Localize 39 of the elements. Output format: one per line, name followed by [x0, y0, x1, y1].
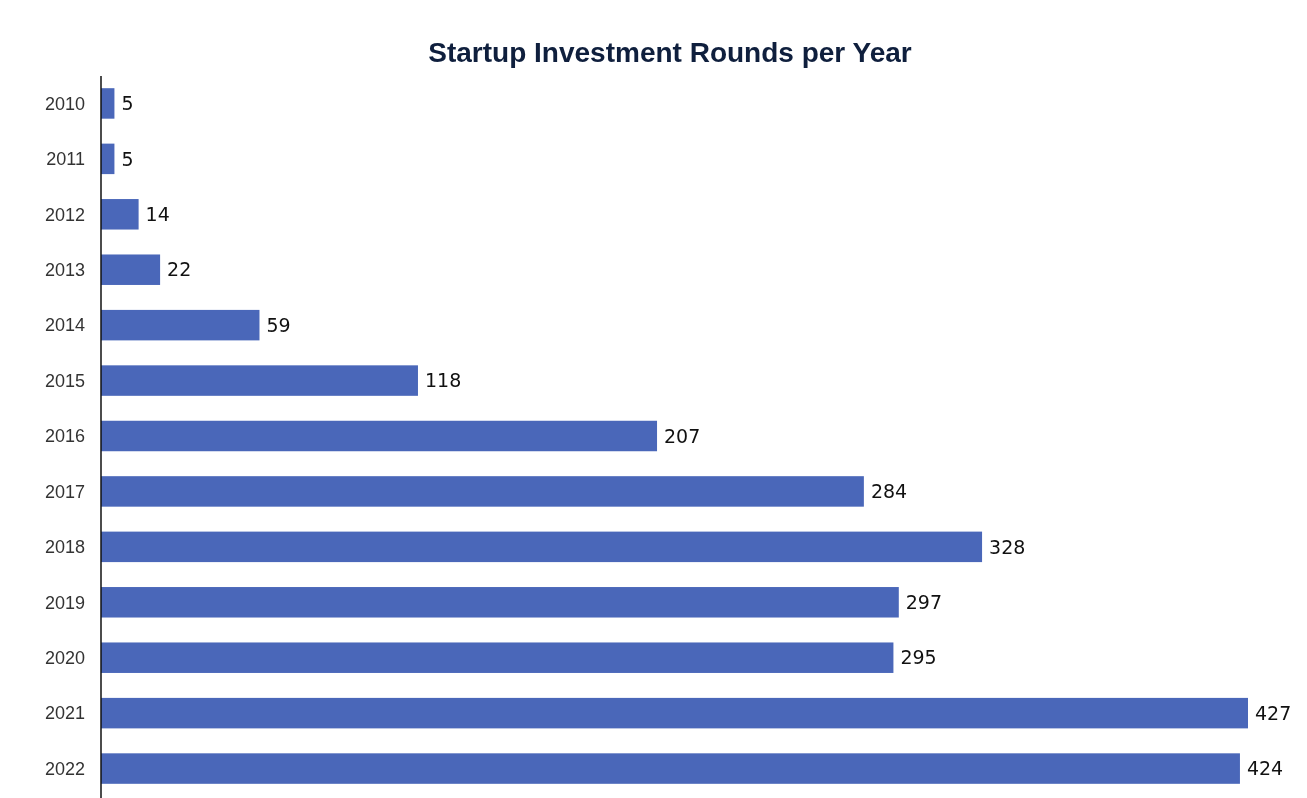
y-tick-label: 2010 [44, 93, 85, 114]
data-label: 284 [870, 480, 908, 503]
bar [101, 365, 418, 396]
data-label: 207 [664, 424, 701, 447]
bar [101, 476, 864, 507]
y-tick-label: 2022 [44, 758, 85, 779]
bar [101, 420, 658, 452]
data-label: 118 [424, 369, 462, 392]
bar [101, 642, 894, 673]
bar [101, 753, 1240, 784]
bar [101, 531, 983, 563]
bar [101, 199, 139, 230]
data-label: 427 [1255, 701, 1292, 724]
bar [101, 88, 115, 119]
y-tick-label: 2011 [46, 149, 85, 170]
bar [101, 587, 899, 618]
y-tick-label: 2012 [44, 204, 85, 225]
data-label: 59 [266, 313, 291, 336]
y-tick-label: 2013 [44, 260, 85, 281]
chart-title: Startup Investment Rounds per Year [428, 37, 912, 68]
y-tick-label: 2018 [44, 537, 85, 558]
data-label: 22 [167, 258, 192, 281]
y-tick-label: 2015 [44, 370, 85, 391]
y-tick-label: 2020 [44, 648, 85, 669]
data-label: 328 [989, 535, 1026, 558]
data-label: 424 [1246, 757, 1284, 780]
data-label: 5 [121, 147, 134, 170]
data-label: 14 [145, 202, 170, 225]
y-tick-label: 2019 [44, 592, 85, 613]
data-label: 5 [121, 92, 134, 115]
data-label: 297 [905, 590, 943, 613]
bar [101, 254, 161, 285]
bar [101, 309, 260, 341]
y-tick-label: 2021 [44, 703, 85, 724]
bar [101, 697, 1248, 729]
y-tick-label: 2016 [44, 426, 85, 447]
data-label: 295 [900, 646, 937, 669]
y-tick-label: 2017 [44, 481, 85, 502]
y-tick-label: 2014 [44, 315, 85, 336]
